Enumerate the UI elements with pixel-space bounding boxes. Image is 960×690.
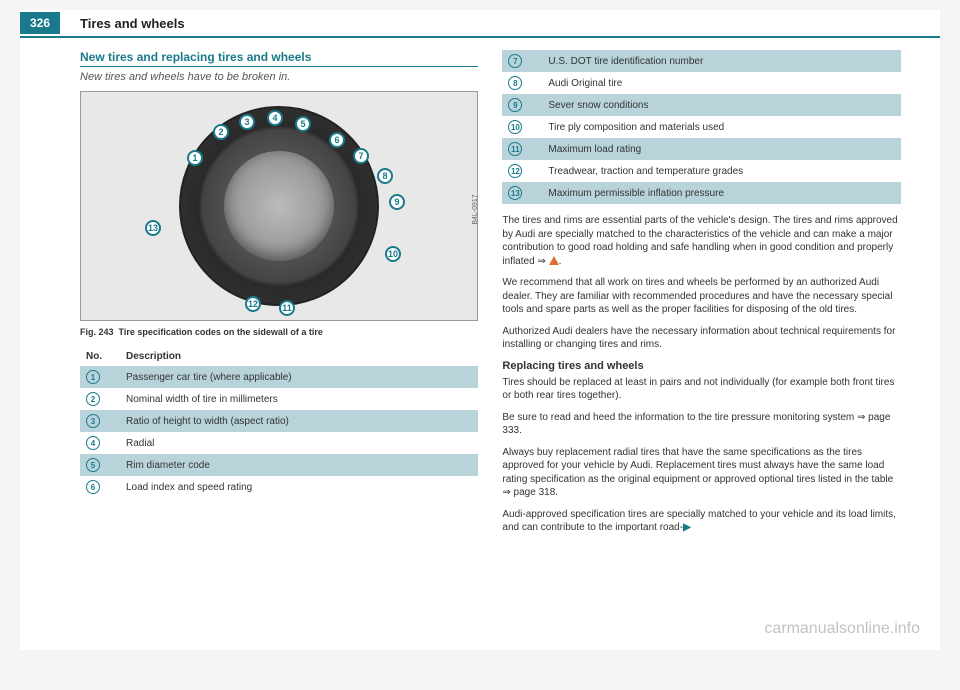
row-number-icon: 6 [86,480,100,494]
callout-3: 3 [239,114,255,130]
table-row: 12 Treadwear, traction and temperature gr… [502,160,900,182]
content-columns: New tires and replacing tires and wheels… [20,50,940,543]
callout-10: 10 [385,246,401,262]
callout-2: 2 [213,124,229,140]
callout-8: 8 [377,168,393,184]
callout-12: 12 [245,296,261,312]
row-number-icon: 13 [508,186,522,200]
row-desc: Radial [120,432,478,454]
row-number-icon: 7 [508,54,522,68]
callout-11: 11 [279,300,295,316]
warning-icon [549,256,559,265]
table-row: 2 Nominal width of tire in millimeters [80,388,478,410]
row-desc: Tire ply composition and materials used [542,116,900,138]
right-column: 7 U.S. DOT tire identification number 8 Aud… [502,50,900,543]
paragraph: We recommend that all work on tires and … [502,276,900,317]
table-row: 6 Load index and speed rating [80,476,478,498]
row-number-icon: 4 [86,436,100,450]
table-row: 13 Maximum permissible inflation pressure [502,182,900,204]
row-desc: Nominal width of tire in millimeters [120,388,478,410]
page-container: 326 Tires and wheels New tires and repla… [20,10,940,650]
description-table-left: No. Description 1 Passenger car tire (whe… [80,347,478,498]
continue-arrow-icon: ▶ [683,522,691,533]
left-column: New tires and replacing tires and wheels… [80,50,478,543]
row-desc: U.S. DOT tire identification number [542,50,900,72]
callout-13: 13 [145,220,161,236]
table-row: 9 Sever snow conditions [502,94,900,116]
row-number-icon: 9 [508,98,522,112]
paragraph: Always buy replacement radial tires that… [502,446,900,500]
section-title: New tires and replacing tires and wheels [80,50,478,67]
figure-ref-label: B4L-0917 [472,194,479,224]
row-desc: Passenger car tire (where applicable) [120,366,478,388]
tire-graphic [179,106,379,306]
table-row: 4 Radial [80,432,478,454]
paragraph: Authorized Audi dealers have the necessa… [502,325,900,352]
table-header-desc: Description [120,347,478,366]
tire-hub [224,151,334,261]
paragraph: Tires should be replaced at least in pai… [502,376,900,403]
figure-caption-text: Tire specification codes on the sidewall… [119,327,323,337]
watermark: carmanualsonline.info [764,620,920,638]
callout-6: 6 [329,132,345,148]
sub-heading: Replacing tires and wheels [502,360,900,372]
callout-5: 5 [295,116,311,132]
callout-1: 1 [187,150,203,166]
row-desc: Maximum load rating [542,138,900,160]
table-row: 3 Ratio of height to width (aspect ratio) [80,410,478,432]
header-title: Tires and wheels [80,16,185,31]
row-number-icon: 10 [508,120,522,134]
row-desc: Rim diameter code [120,454,478,476]
row-number-icon: 5 [86,458,100,472]
callout-9: 9 [389,194,405,210]
figure-number: Fig. 243 [80,327,114,337]
table-header-no: No. [80,347,120,366]
table-row: 7 U.S. DOT tire identification number [502,50,900,72]
row-number-icon: 8 [508,76,522,90]
row-number-icon: 1 [86,370,100,384]
row-desc: Sever snow conditions [542,94,900,116]
header-rule [20,36,940,38]
table-row: 5 Rim diameter code [80,454,478,476]
callout-4: 4 [267,110,283,126]
row-desc: Treadwear, traction and temperature grad… [542,160,900,182]
tire-figure: 12345678910111213 B4L-0917 [80,91,478,321]
paragraph: Audi-approved specification tires are sp… [502,508,900,535]
row-number-icon: 2 [86,392,100,406]
row-desc: Maximum permissible inflation pressure [542,182,900,204]
table-row: 1 Passenger car tire (where applicable) [80,366,478,388]
callout-7: 7 [353,148,369,164]
paragraph: The tires and rims are essential parts o… [502,214,900,268]
row-number-icon: 3 [86,414,100,428]
description-table-right: 7 U.S. DOT tire identification number 8 Aud… [502,50,900,204]
table-row: 10 Tire ply composition and materials use… [502,116,900,138]
page-number: 326 [20,12,60,34]
row-desc: Audi Original tire [542,72,900,94]
body-text: The tires and rims are essential parts o… [502,214,900,535]
table-row: 8 Audi Original tire [502,72,900,94]
paragraph: Be sure to read and heed the information… [502,411,900,438]
header-bar: 326 Tires and wheels [20,10,940,36]
section-subtitle: New tires and wheels have to be broken i… [80,71,478,83]
row-desc: Ratio of height to width (aspect ratio) [120,410,478,432]
table-row: 11 Maximum load rating [502,138,900,160]
row-number-icon: 11 [508,142,522,156]
figure-caption: Fig. 243 Tire specification codes on the… [80,327,478,337]
row-desc: Load index and speed rating [120,476,478,498]
row-number-icon: 12 [508,164,522,178]
